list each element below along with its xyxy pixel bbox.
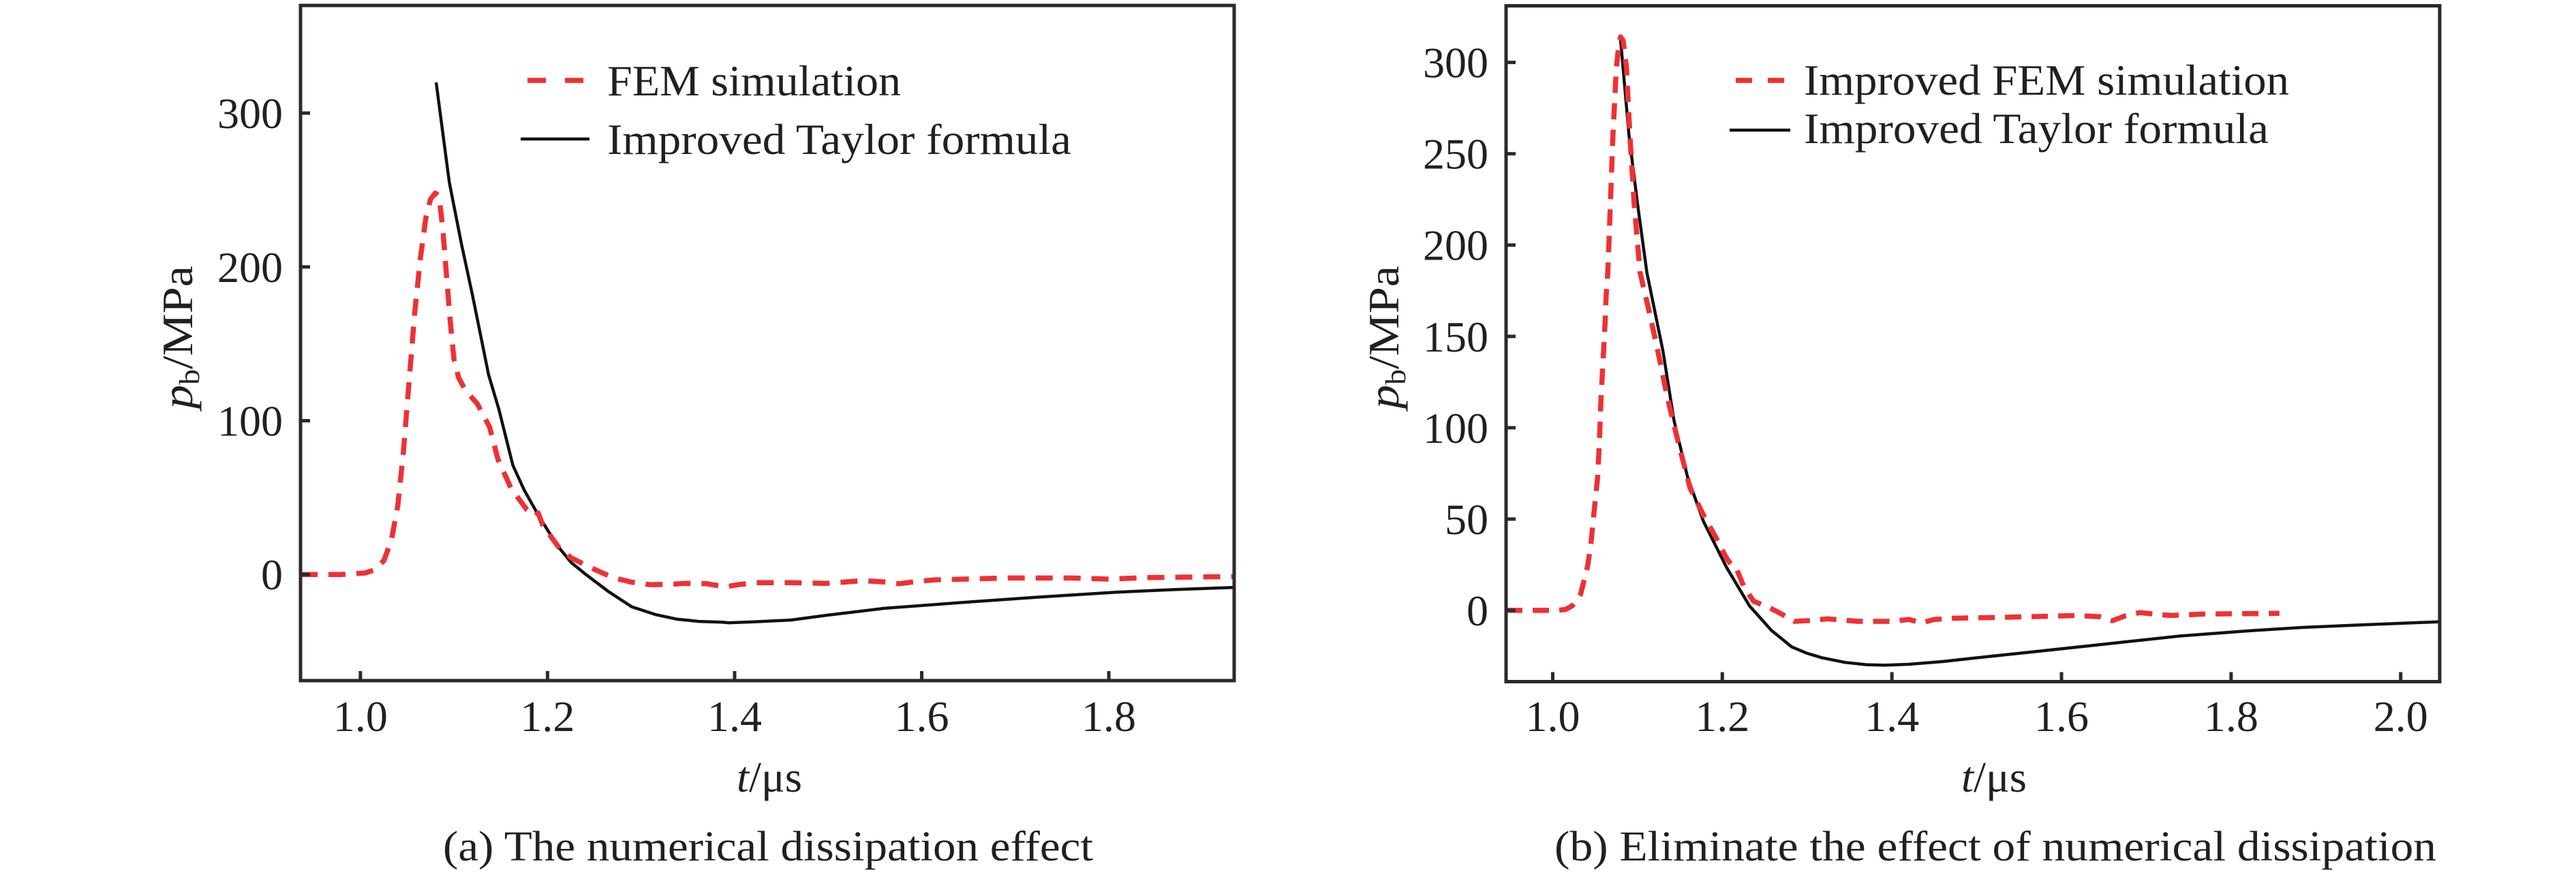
x-tick-label: 1.6 [2034, 692, 2089, 741]
y-tick-label: 250 [1423, 130, 1488, 178]
y-tick-labels-b: 0 50 100 150 200 250 300 [1423, 39, 1488, 635]
plot-area-b [1506, 34, 2440, 667]
y-tick-label: 300 [217, 89, 283, 138]
y-axis-var-a: p [153, 385, 202, 412]
y-axis-var-b: p [1360, 385, 1408, 412]
fem-curve-b [1506, 34, 2280, 625]
y-axis-sub-b: b [1381, 369, 1412, 385]
x-tick-label: 1.4 [707, 692, 762, 741]
caption-a: (a) The numerical dissipation effect [443, 824, 1093, 870]
x-tick-label: 1.2 [520, 692, 574, 741]
x-tick-label: 1.0 [333, 692, 388, 741]
x-tick-labels-b: 1.0 1.2 1.4 1.6 1.8 2.0 [1525, 692, 2427, 741]
ticks-b [1506, 61, 2403, 682]
y-axis-unit-a: /MPa [153, 266, 202, 369]
ticks-a [301, 111, 1111, 681]
y-tick-label: 0 [261, 550, 283, 599]
y-tick-label: 50 [1445, 495, 1488, 544]
y-tick-labels-a: 0 100 200 300 [217, 89, 283, 599]
y-axis-label-a: pb/MPa [153, 266, 206, 412]
y-tick-label: 200 [1423, 221, 1488, 270]
chart-panel-b: 1.0 1.2 1.4 1.6 1.8 2.0 0 50 100 150 200 250 300 Im… [1360, 4, 2442, 870]
x-tick-label: 1.2 [1695, 692, 1749, 741]
x-tick-label: 1.0 [1525, 692, 1580, 741]
legend-a: FEM simulation Improved Taylor formula [521, 57, 1071, 164]
x-tick-label: 1.6 [895, 692, 949, 741]
y-tick-label: 100 [217, 397, 283, 445]
plot-area-a [301, 82, 1234, 625]
y-tick-label: 150 [1423, 313, 1488, 361]
legend-label-taylor-b: Improved Taylor formula [1804, 104, 2269, 153]
taylor-curve-a [434, 82, 1234, 625]
legend-label-fem-b: Improved FEM simulation [1804, 56, 2289, 104]
x-tick-label: 1.8 [1082, 692, 1136, 741]
taylor-curve-b [1619, 39, 2440, 667]
caption-b: (b) Eliminate the effect of numerical di… [1554, 824, 2436, 870]
y-axis-unit-b: /MPa [1360, 266, 1408, 369]
legend-label-fem-a: FEM simulation [607, 57, 901, 105]
y-tick-label: 200 [217, 243, 283, 292]
x-tick-label: 1.4 [1865, 692, 1919, 741]
x-tick-label: 1.8 [2204, 692, 2258, 741]
x-axis-var-a: t [737, 753, 750, 801]
legend-label-taylor-a: Improved Taylor formula [607, 115, 1071, 164]
y-axis-label-b: pb/MPa [1360, 266, 1412, 412]
y-tick-label: 300 [1423, 39, 1488, 87]
y-axis-sub-a: b [174, 369, 206, 385]
x-axis-var-b: t [1961, 753, 1975, 801]
fem-curve-a [301, 190, 1234, 590]
chart-panel-a: 1.0 1.2 1.4 1.6 1.8 0 100 200 300 FEM simulatio… [153, 3, 1236, 870]
x-axis-label-b: t/μs [1961, 753, 2027, 801]
plot-frame-a [298, 3, 1236, 683]
x-axis-unit-b: /μs [1974, 753, 2027, 801]
y-tick-label: 0 [1467, 587, 1488, 635]
x-axis-label-a: t/μs [737, 753, 802, 801]
y-tick-label: 100 [1423, 404, 1488, 452]
legend-b: Improved FEM simulation Improved Taylor … [1730, 56, 2289, 153]
x-tick-labels-a: 1.0 1.2 1.4 1.6 1.8 [333, 692, 1136, 741]
x-tick-label: 2.0 [2374, 692, 2428, 741]
x-axis-unit-a: /μs [749, 753, 802, 801]
plot-frame-b [1504, 4, 2442, 683]
